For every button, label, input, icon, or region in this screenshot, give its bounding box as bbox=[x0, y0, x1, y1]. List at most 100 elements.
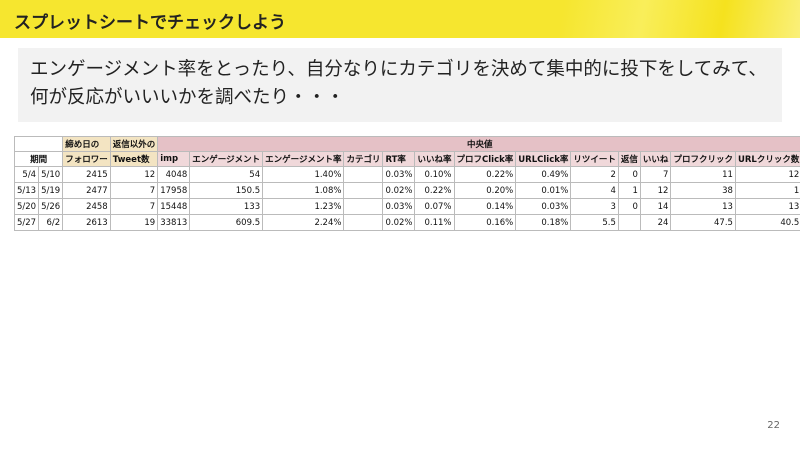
row: 5/20 5/26 2458 7 15448 133 1.23% 0.03% 0.07% 0.14… bbox=[13, 198, 800, 215]
cell: 5/4 bbox=[13, 166, 40, 183]
cell: 38 bbox=[670, 182, 736, 199]
cell: 1.08% bbox=[262, 182, 345, 199]
cell: 5/13 bbox=[13, 182, 40, 199]
cell bbox=[343, 198, 384, 215]
cell: 2415 bbox=[62, 166, 111, 183]
cell: 133 bbox=[189, 198, 264, 215]
cell: プロフClick率 bbox=[453, 151, 517, 167]
cell: 5.5 bbox=[570, 214, 619, 231]
cell: 6/2 bbox=[38, 214, 64, 231]
cell: 11 bbox=[670, 166, 736, 183]
cell: 12 bbox=[639, 182, 672, 199]
cell: 5/27 bbox=[13, 214, 40, 231]
cell: imp bbox=[157, 151, 191, 167]
cell: 0.03% bbox=[382, 166, 416, 183]
cell: URLクリック数 bbox=[734, 151, 800, 167]
cell: 0.07% bbox=[414, 198, 455, 215]
cell: 4048 bbox=[157, 166, 191, 183]
cell: いいね bbox=[639, 151, 672, 167]
cell: 0.22% bbox=[453, 166, 517, 183]
cell: 5/26 bbox=[38, 198, 64, 215]
cell: 1 bbox=[617, 182, 641, 199]
cell: URLClick率 bbox=[515, 151, 572, 167]
cell: 0.02% bbox=[382, 182, 416, 199]
cell: 1.40% bbox=[262, 166, 345, 183]
cell bbox=[343, 166, 384, 183]
cell: 0.16% bbox=[453, 214, 517, 231]
cell: 13 bbox=[670, 198, 736, 215]
cell: 5/10 bbox=[38, 166, 64, 183]
cell: 2477 bbox=[62, 182, 111, 199]
cell: 24 bbox=[639, 214, 672, 231]
cell: 締め日の bbox=[62, 136, 111, 152]
cell: Tweet数 bbox=[109, 151, 159, 167]
cell: 0.14% bbox=[453, 198, 517, 215]
cell: 0.01% bbox=[515, 182, 572, 199]
cell: 3 bbox=[570, 198, 619, 215]
row: 締め日の 返信以外の 中央値 bbox=[13, 136, 800, 152]
cell: 13 bbox=[734, 198, 800, 215]
cell: 2458 bbox=[62, 198, 111, 215]
cell: フォロワー bbox=[62, 151, 111, 167]
text-box: エンゲージメント率をとったり、自分なりにカテゴリを決めて集中的に投下をしてみて、… bbox=[18, 48, 782, 122]
cell: 0.10% bbox=[414, 166, 455, 183]
cell bbox=[13, 136, 64, 152]
cell bbox=[343, 214, 384, 231]
cell: エンゲージメント率 bbox=[262, 151, 345, 167]
cell: 0.22% bbox=[414, 182, 455, 199]
page-number: 22 bbox=[767, 420, 780, 431]
cell: 0.03% bbox=[515, 198, 572, 215]
cell bbox=[343, 182, 384, 199]
header-bar: スプレットシートでチェックしよう bbox=[0, 0, 800, 38]
cell: 0.20% bbox=[453, 182, 517, 199]
cell: いいね率 bbox=[414, 151, 455, 167]
cell: 150.5 bbox=[189, 182, 264, 199]
cell bbox=[617, 214, 641, 231]
cell: 12 bbox=[734, 166, 800, 183]
cell: 1 bbox=[734, 182, 800, 199]
title: スプレットシートでチェックしよう bbox=[14, 13, 286, 33]
cell: カテゴリ bbox=[343, 151, 384, 167]
cell: 33813 bbox=[157, 214, 191, 231]
cell: 47.5 bbox=[670, 214, 736, 231]
cell: 返信 bbox=[617, 151, 641, 167]
cell: 2613 bbox=[62, 214, 111, 231]
cell: 7 bbox=[109, 198, 159, 215]
row: 期間 フォロワー Tweet数 imp エンゲージメント エンゲージメント率 カテゴリ RT率… bbox=[13, 151, 800, 167]
cell: 19 bbox=[109, 214, 159, 231]
cell: 609.5 bbox=[189, 214, 264, 231]
cell: 54 bbox=[189, 166, 264, 183]
cell: 4 bbox=[570, 182, 619, 199]
cell: 7 bbox=[109, 182, 159, 199]
cell: 7 bbox=[639, 166, 672, 183]
cell: 期間 bbox=[13, 151, 64, 167]
cell: 14 bbox=[639, 198, 672, 215]
cell: 中央値 bbox=[157, 136, 800, 152]
spreadsheet: 締め日の 返信以外の 中央値 期間 フォロワー Tweet数 imp エンゲージメント エンゲー… bbox=[13, 136, 800, 231]
cell: 17958 bbox=[157, 182, 191, 199]
cell: 0.11% bbox=[414, 214, 455, 231]
cell: 15448 bbox=[157, 198, 191, 215]
cell: プロフクリック bbox=[670, 151, 736, 167]
cell: 0 bbox=[617, 166, 641, 183]
cell: 40.5 bbox=[734, 214, 800, 231]
cell: 2.24% bbox=[262, 214, 345, 231]
cell: 返信以外の bbox=[109, 136, 159, 152]
cell: 5/19 bbox=[38, 182, 64, 199]
cell: リツイート bbox=[570, 151, 619, 167]
cell: エンゲージメント bbox=[189, 151, 264, 167]
row: 5/4 5/10 2415 12 4048 54 1.40% 0.03% 0.10% 0.22% 0… bbox=[13, 166, 800, 183]
cell: RT率 bbox=[382, 151, 416, 167]
cell: 0.18% bbox=[515, 214, 572, 231]
cell: 12 bbox=[109, 166, 159, 183]
cell: 5/20 bbox=[13, 198, 40, 215]
cell: 1.23% bbox=[262, 198, 345, 215]
cell: 0 bbox=[617, 198, 641, 215]
cell: 0.03% bbox=[382, 198, 416, 215]
row: 5/27 6/2 2613 19 33813 609.5 2.24% 0.02% 0.11% 0.… bbox=[13, 214, 800, 231]
cell: 0.02% bbox=[382, 214, 416, 231]
row: 5/13 5/19 2477 7 17958 150.5 1.08% 0.02% 0.22% 0.… bbox=[13, 182, 800, 199]
cell: 0.49% bbox=[515, 166, 572, 183]
cell: 2 bbox=[570, 166, 619, 183]
